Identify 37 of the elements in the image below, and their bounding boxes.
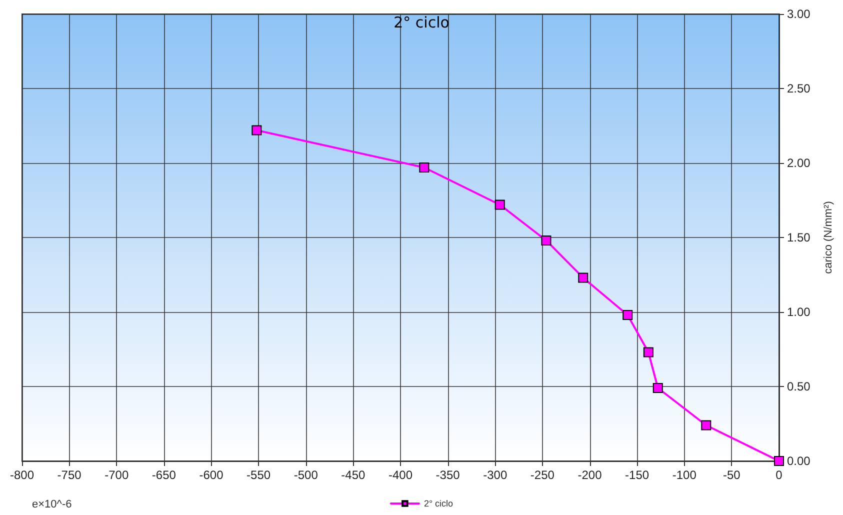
x-tick-label: -550 (246, 468, 271, 482)
x-axis-title: e×10^-6 (32, 498, 72, 510)
point (701, 420, 712, 430)
y-tick-label: 1.50 (787, 230, 811, 244)
x-tick-label: -400 (388, 468, 413, 482)
point (652, 382, 663, 393)
y-tick-label: 1.00 (787, 305, 811, 319)
x-tick-label: -100 (672, 468, 697, 482)
x-tick-label: -450 (341, 468, 366, 482)
x-tick-label: -300 (483, 468, 508, 482)
x-tick-label: -200 (578, 468, 602, 482)
x-tick-label: -250 (530, 468, 555, 482)
y-tick-label: 2.00 (787, 156, 811, 170)
x-tick-label: -600 (199, 468, 224, 482)
point (419, 162, 430, 172)
x-tick-label: -50 (723, 468, 741, 482)
y-axis-title: carico (N/mm²) (822, 201, 834, 274)
x-tick-label: -500 (294, 468, 318, 482)
y-tick-label: 0.00 (787, 454, 811, 468)
y-tick-label: 0.50 (787, 380, 811, 394)
point (252, 125, 262, 136)
y-tick-label: 3.00 (787, 7, 811, 21)
legend-label: 2° ciclo (424, 498, 454, 508)
x-tick-label: -150 (625, 468, 650, 482)
x-tick-label: -650 (152, 468, 176, 482)
x-tick-label: -800 (10, 468, 34, 482)
point (541, 235, 552, 246)
point (622, 310, 633, 320)
x-tick-label: -750 (57, 468, 82, 482)
x-tick-label: 0 (776, 468, 783, 482)
x-tick-label: -350 (436, 468, 460, 482)
y-tick-label: 2.50 (787, 82, 811, 96)
point (643, 347, 654, 358)
point (494, 200, 505, 210)
point (774, 456, 784, 466)
x-tick-label: -700 (104, 468, 129, 482)
point (578, 272, 588, 283)
